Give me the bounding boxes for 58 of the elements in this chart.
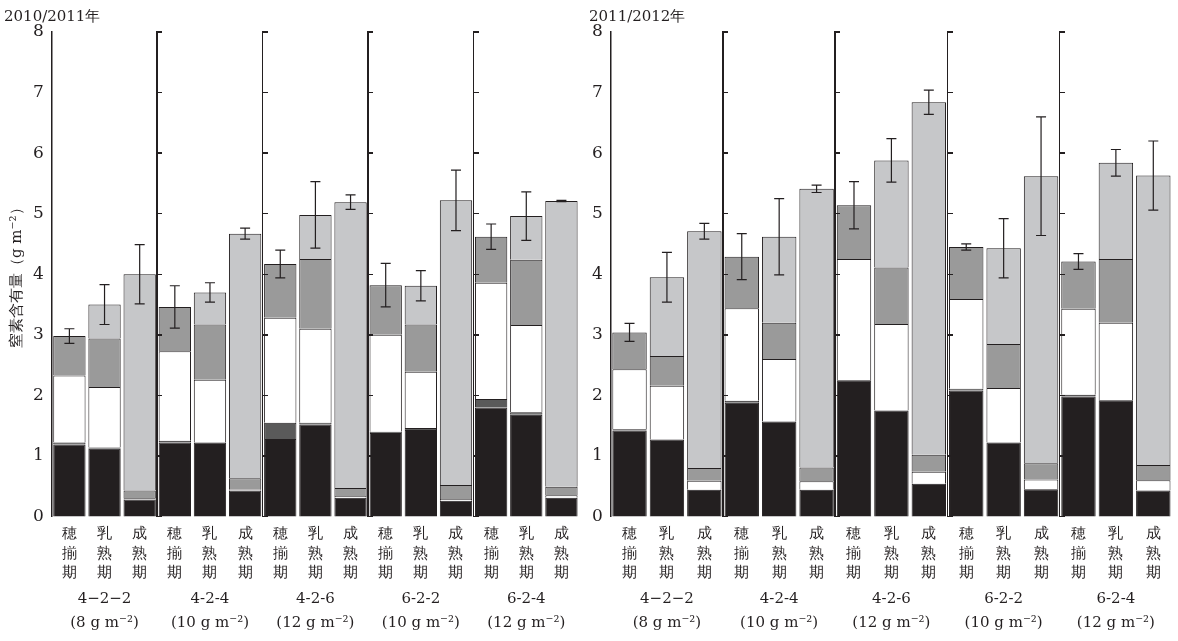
- y-tick-label: 2: [591, 383, 603, 404]
- x-tick-label: 穂揃期: [734, 524, 750, 582]
- x-tick-label: 穂揃期: [167, 524, 183, 582]
- y-tick-label: 7: [32, 80, 44, 101]
- text: 4-2-6 (12 g m⁻²): [852, 588, 931, 631]
- y-tick-label: 4: [591, 262, 603, 283]
- x-tick-label: 乳熟期: [1108, 524, 1124, 582]
- x-tick-label: 成熟期: [343, 524, 359, 582]
- text: 4-2-4 (10 g m⁻²): [170, 588, 250, 631]
- y-tick-label: 6: [32, 141, 44, 162]
- x-tick-label: 穂揃期: [958, 524, 974, 582]
- text: 4-2-6 (12 g m⁻²): [276, 588, 355, 631]
- x-tick-label: 成熟期: [809, 524, 825, 582]
- x-tick-label: 成熟期: [1033, 524, 1049, 582]
- y-tick-label: 7: [591, 80, 603, 101]
- y-tick-label: 0: [32, 504, 44, 525]
- text: 4-2-4 (10 g m⁻²): [740, 588, 819, 631]
- y-tick-label: 4: [32, 262, 44, 283]
- x-tick-label: 成熟期: [921, 524, 937, 582]
- text: 4−2−2 (8 g m⁻²): [632, 588, 702, 631]
- y-tick-label: 3: [32, 323, 44, 344]
- x-tick-label: 成熟期: [696, 524, 712, 582]
- x-tick-label: 乳熟期: [883, 524, 899, 582]
- x-tick-label: 成熟期: [132, 524, 148, 582]
- x-tick-label: 乳熟期: [307, 524, 323, 582]
- text: 6-2-4 (12 g m⁻²): [487, 588, 566, 631]
- x-tick-label: 成熟期: [1145, 524, 1161, 582]
- x-tick-label: 穂揃期: [61, 524, 77, 582]
- y-tick-label: 5: [32, 202, 44, 223]
- y-tick-label: 1: [32, 444, 44, 465]
- text: 6-2-2 (10 g m⁻²): [381, 588, 460, 631]
- x-tick-label: 穂揃期: [1070, 524, 1086, 582]
- x-tick-label: 乳熟期: [97, 524, 113, 582]
- y-tick-label: 0: [591, 504, 603, 525]
- x-tick-label: 乳熟期: [202, 524, 218, 582]
- x-tick-label: 乳熟期: [771, 524, 787, 582]
- x-tick-label: 成熟期: [553, 524, 569, 582]
- y-tick-label: 5: [591, 202, 603, 223]
- text: 4−2−2 (8 g m⁻²): [70, 588, 139, 631]
- x-tick-label: 乳熟期: [996, 524, 1012, 582]
- y-tick-label: 6: [591, 141, 603, 162]
- text: 6-2-2 (10 g m⁻²): [964, 588, 1043, 631]
- text: 6-2-4 (12 g m⁻²): [1076, 588, 1155, 631]
- x-tick-label: 穂揃期: [378, 524, 394, 582]
- x-tick-label: 乳熟期: [659, 524, 675, 582]
- x-tick-label: 穂揃期: [622, 524, 638, 582]
- x-tick-label: 穂揃期: [272, 524, 288, 582]
- x-tick-label: 乳熟期: [413, 524, 429, 582]
- y-axis-title: 窒素含有量（g m⁻²）: [6, 200, 25, 349]
- x-tick-label: 成熟期: [448, 524, 464, 582]
- x-tick-label: 乳熟期: [518, 524, 534, 582]
- x-tick-label: 成熟期: [237, 524, 253, 582]
- x-tick-label: 穂揃期: [846, 524, 862, 582]
- chart-title: 2010/2011年: [4, 6, 101, 25]
- x-tick-label: 穂揃期: [483, 524, 499, 582]
- y-tick-label: 1: [591, 444, 603, 465]
- y-tick-label: 2: [32, 383, 44, 404]
- y-tick-label: 3: [591, 323, 603, 344]
